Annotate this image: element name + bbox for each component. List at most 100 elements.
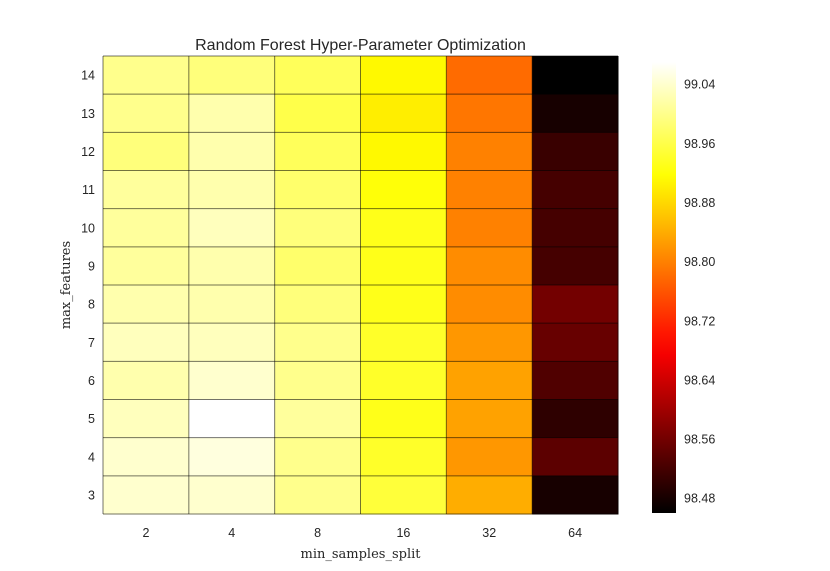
colorbar-tick-label: 98.72 [684, 314, 715, 328]
heatmap-cell-10-2 [103, 208, 190, 248]
heatmap-cell-7-2 [103, 323, 190, 362]
colorbar-tick-labels: 98.48 98.56 98.64 98.72 98.80 98.88 98.96 99.04 [684, 78, 715, 506]
heatmap-cell-4-8 [274, 437, 361, 477]
heatmap-cell-9-32 [446, 246, 533, 286]
heatmap-cell-12-64 [532, 132, 619, 171]
y-tick-label: 4 [88, 450, 95, 464]
y-axis-label: max_features [59, 241, 74, 329]
colorbar-tick-label: 98.88 [684, 196, 715, 210]
heatmap-cell-9-8 [274, 246, 361, 286]
heatmap-cell-10-8 [274, 208, 361, 248]
heatmap-cell-11-4 [188, 170, 276, 210]
heatmap-cell-8-32 [446, 285, 533, 324]
y-tick-label: 3 [88, 488, 95, 502]
heatmap-cell-7-64 [532, 323, 619, 362]
heatmap-cell-7-16 [360, 323, 447, 362]
y-tick-label: 7 [88, 336, 95, 350]
heatmap-cell-11-16 [360, 170, 447, 210]
heatmap-cell-13-4 [188, 94, 276, 133]
x-tick-label: 4 [228, 526, 235, 540]
heatmap-cell-8-64 [532, 285, 619, 324]
heatmap-cell-6-16 [360, 361, 447, 400]
heatmap-cell-6-8 [274, 361, 361, 400]
heatmap-cell-6-64 [532, 361, 619, 400]
heatmap-cell-5-8 [274, 399, 361, 439]
heatmap-cell-4-32 [446, 437, 533, 477]
heatmap-cell-12-4 [188, 132, 276, 171]
heatmap-cell-11-64 [532, 170, 619, 210]
heatmap-cell-13-32 [446, 94, 533, 133]
heatmap-cell-14-2 [103, 56, 190, 95]
heatmap-gridlines [102, 55, 619, 515]
heatmap-cell-12-32 [446, 132, 533, 171]
heatmap-cells [103, 56, 619, 515]
heatmap-cell-9-64 [532, 246, 619, 286]
heatmap-cell-8-4 [188, 285, 276, 324]
heatmap-cell-4-16 [360, 437, 447, 477]
heatmap-cell-13-16 [360, 94, 447, 133]
heatmap-cell-10-4 [188, 208, 276, 248]
y-tick-label: 14 [81, 69, 95, 83]
heatmap-cell-5-16 [360, 399, 447, 439]
heatmap-cell-4-4 [188, 437, 276, 477]
colorbar-tick-label: 98.56 [684, 433, 715, 447]
heatmap-cell-10-32 [446, 208, 533, 248]
heatmap-cell-9-16 [360, 246, 447, 286]
heatmap-cell-4-2 [103, 437, 190, 477]
colorbar-tick-label: 99.04 [684, 78, 715, 92]
heatmap-cell-3-2 [103, 475, 190, 515]
heatmap-cell-9-4 [188, 246, 276, 286]
heatmap-cell-6-4 [188, 361, 276, 400]
colorbar [652, 62, 676, 513]
colorbar-tick-label: 98.96 [684, 137, 715, 151]
heatmap-cell-4-64 [532, 437, 619, 477]
colorbar-tick-label: 98.64 [684, 373, 715, 387]
heatmap-cell-9-2 [103, 246, 190, 286]
y-tick-label: 9 [88, 259, 95, 273]
heatmap-cell-11-8 [274, 170, 361, 210]
x-tick-labels: 2 4 8 16 32 64 [142, 526, 582, 540]
heatmap-cell-6-2 [103, 361, 190, 400]
y-tick-label: 11 [82, 183, 95, 197]
heatmap-cell-13-64 [532, 94, 619, 133]
heatmap-cell-13-8 [274, 94, 361, 133]
x-axis-label: min_samples_split [301, 547, 422, 562]
y-tick-label: 6 [88, 374, 95, 388]
heatmap-cell-5-32 [446, 399, 533, 439]
heatmap-cell-11-32 [446, 170, 533, 210]
heatmap-cell-12-16 [360, 132, 447, 171]
y-tick-label: 5 [88, 412, 95, 426]
heatmap-cell-8-2 [103, 285, 190, 324]
x-tick-label: 8 [314, 526, 321, 540]
heatmap-cell-10-64 [532, 208, 619, 248]
heatmap-cell-7-32 [446, 323, 533, 362]
y-tick-label: 10 [81, 221, 95, 235]
colorbar-tick-label: 98.80 [684, 255, 715, 269]
heatmap-cell-14-4 [188, 56, 276, 95]
heatmap-cell-14-64 [532, 56, 619, 95]
y-tick-labels: 14 13 12 11 10 9 8 7 6 5 4 3 [81, 69, 95, 503]
heatmap-cell-14-32 [446, 56, 533, 95]
x-tick-label: 64 [568, 526, 582, 540]
heatmap-cell-6-32 [446, 361, 533, 400]
heatmap-cell-3-64 [532, 475, 619, 515]
heatmap-cell-3-4 [188, 475, 276, 515]
heatmap-cell-3-32 [446, 475, 533, 515]
x-tick-label: 16 [396, 526, 410, 540]
heatmap-cell-5-64 [532, 399, 619, 439]
heatmap-cell-13-2 [103, 94, 190, 133]
heatmap-cell-14-8 [274, 56, 361, 95]
heatmap-cell-12-2 [103, 132, 190, 171]
y-tick-label: 12 [81, 145, 95, 159]
heatmap-cell-8-16 [360, 285, 447, 324]
heatmap-cell-5-2 [103, 399, 190, 439]
heatmap-cell-7-4 [188, 323, 276, 362]
colorbar-tick-label: 98.48 [684, 492, 715, 506]
heatmap-cell-3-16 [360, 475, 447, 515]
chart-title: Random Forest Hyper-Parameter Optimizati… [195, 37, 526, 54]
heatmap-cell-8-8 [274, 285, 361, 324]
heatmap-cell-11-2 [103, 170, 190, 210]
heatmap-cell-3-8 [274, 475, 361, 515]
y-tick-label: 8 [88, 298, 95, 312]
